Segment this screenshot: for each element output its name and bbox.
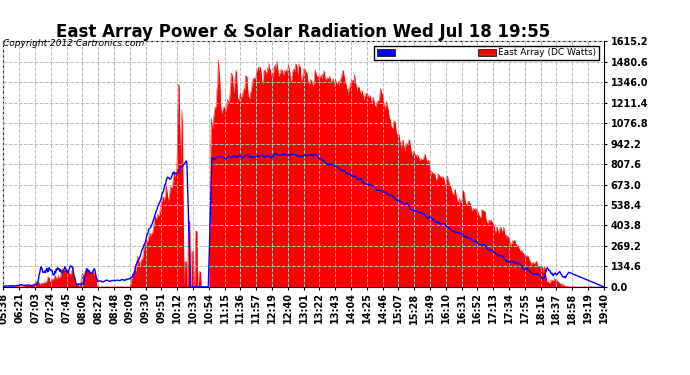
Title: East Array Power & Solar Radiation Wed Jul 18 19:55: East Array Power & Solar Radiation Wed J… [57,23,551,41]
Legend: Radiation (w/m2), East Array (DC Watts): Radiation (w/m2), East Array (DC Watts) [374,46,599,60]
Text: Copyright 2012 Cartronics.com: Copyright 2012 Cartronics.com [3,39,145,48]
